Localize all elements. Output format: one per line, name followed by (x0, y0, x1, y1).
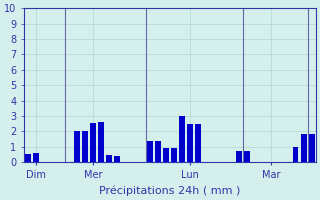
Bar (188, 124, 193, 162)
Bar (98, 122, 104, 162)
Bar (82, 131, 88, 162)
Bar (74, 131, 80, 162)
Bar (33, 153, 39, 162)
Bar (293, 147, 299, 162)
Bar (196, 124, 201, 162)
Bar (171, 148, 177, 162)
Bar (309, 134, 315, 162)
Bar (147, 141, 153, 162)
Bar (115, 156, 120, 162)
Bar (25, 154, 31, 162)
Bar (155, 141, 161, 162)
Bar (236, 151, 242, 162)
Bar (179, 116, 185, 162)
Bar (301, 134, 307, 162)
Bar (90, 123, 96, 162)
Bar (163, 148, 169, 162)
Bar (106, 155, 112, 162)
Bar (244, 151, 250, 162)
X-axis label: Précipitations 24h ( mm ): Précipitations 24h ( mm ) (99, 185, 241, 196)
